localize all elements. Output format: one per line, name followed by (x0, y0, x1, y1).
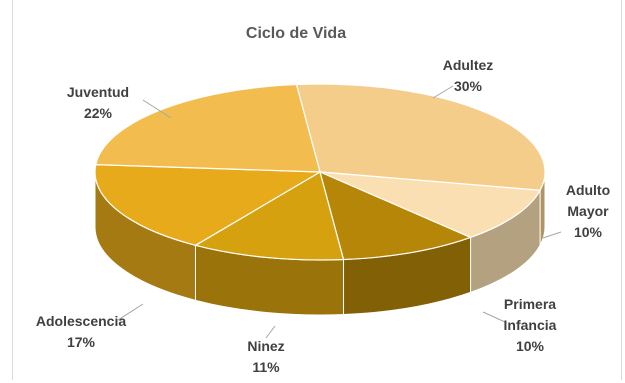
data-label-0: Adultez 30% (443, 57, 494, 94)
slice-2 (319, 170, 473, 261)
leader-line-1 (542, 231, 562, 239)
leader-line-4 (117, 303, 144, 321)
data-label-3: Ninez 11% (247, 338, 284, 375)
data-label-1: Adulto Mayor 10% (566, 182, 610, 240)
chart-frame: Ciclo de Vida Adultez 30% Adulto Mayor 10% Pr… (12, 0, 622, 380)
data-label-5: Juventud 22% (67, 84, 129, 121)
slice-4 (94, 164, 323, 246)
pie-chart: Ciclo de Vida Adultez 30% Adulto Mayor 10% Pr… (36, 25, 610, 375)
leader-lines (117, 85, 562, 339)
slice-3 (193, 171, 345, 261)
pie-sides (94, 171, 546, 316)
data-labels: Adultez 30% Adulto Mayor 10% Primera Infancia 1… (36, 57, 610, 375)
data-label-2: Primera Infancia 10% (504, 296, 557, 354)
leader-line-5 (142, 99, 172, 119)
slice-5 (95, 83, 321, 173)
chart-title: Ciclo de Vida (246, 25, 346, 42)
slice-0 (295, 83, 546, 191)
slice-1 (319, 171, 542, 239)
leader-line-0 (432, 85, 454, 99)
leader-line-3 (265, 325, 276, 339)
leader-line-2 (482, 311, 506, 323)
data-label-4: Adolescencia 17% (36, 313, 126, 350)
pie-slices (94, 83, 546, 261)
